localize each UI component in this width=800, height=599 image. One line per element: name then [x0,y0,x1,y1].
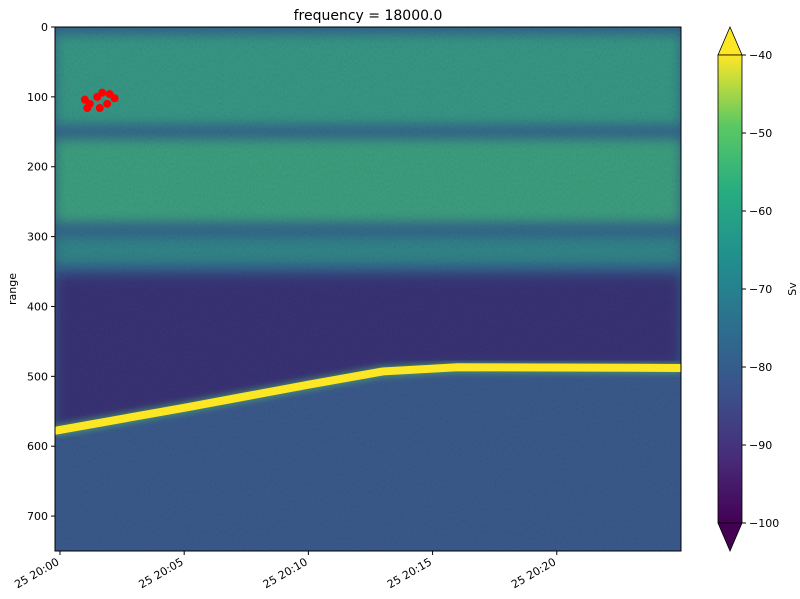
colorbar-ticks: −100 −90 −80 −70 −60 −50 −40 [742,49,779,530]
plot-area [55,27,681,551]
x-axis: 25 20:00 25 20:05 25 20:10 25 20:15 25 20:20 [12,551,558,591]
colorbar-gradient [717,54,743,524]
seafloor-line [55,363,681,435]
noise-texture [55,27,681,551]
y-tick-label: 0 [41,21,48,34]
y-tick-label: 200 [27,161,48,174]
y-tick-label: 500 [27,370,48,383]
x-tick-label: 25 20:10 [261,555,310,591]
marker-point [98,88,107,97]
colorbar: −100 −90 −80 −70 −60 −50 −40 Sv [717,25,799,553]
y-tick-label: 300 [27,231,48,244]
colorbar-tick-label: −50 [749,127,772,140]
marker-point [95,104,104,113]
colorbar-tick-label: −100 [749,517,779,530]
y-tick-label: 400 [27,300,48,313]
colorbar-tick-label: −90 [749,439,772,452]
colorbar-label: Sv [786,282,799,296]
colorbar-tick-label: −70 [749,283,772,296]
marker-point [103,99,112,108]
colorbar-extend-top [717,25,743,56]
y-tick-label: 100 [27,91,48,104]
y-tick-label: 700 [27,510,48,523]
colorbar-tick-label: −60 [749,205,772,218]
x-tick-label: 25 20:15 [385,555,434,591]
colorbar-extend-bottom [717,522,743,553]
x-tick-label: 25 20:05 [137,555,186,591]
x-tick-label: 25 20:20 [509,555,558,591]
plot-frame [54,26,682,552]
marker-point [83,104,92,113]
colorbar-tick-label: −80 [749,361,772,374]
y-tick-label: 600 [27,440,48,453]
y-axis: 0 100 200 300 400 500 600 700 [27,21,55,523]
marker-group [80,88,119,113]
x-tick-label: 25 20:00 [12,555,61,591]
marker-point [110,94,119,103]
chart-title: frequency = 18000.0 [294,8,443,24]
colorbar-tick-label: −40 [749,49,772,62]
y-axis-label: range [6,273,19,305]
